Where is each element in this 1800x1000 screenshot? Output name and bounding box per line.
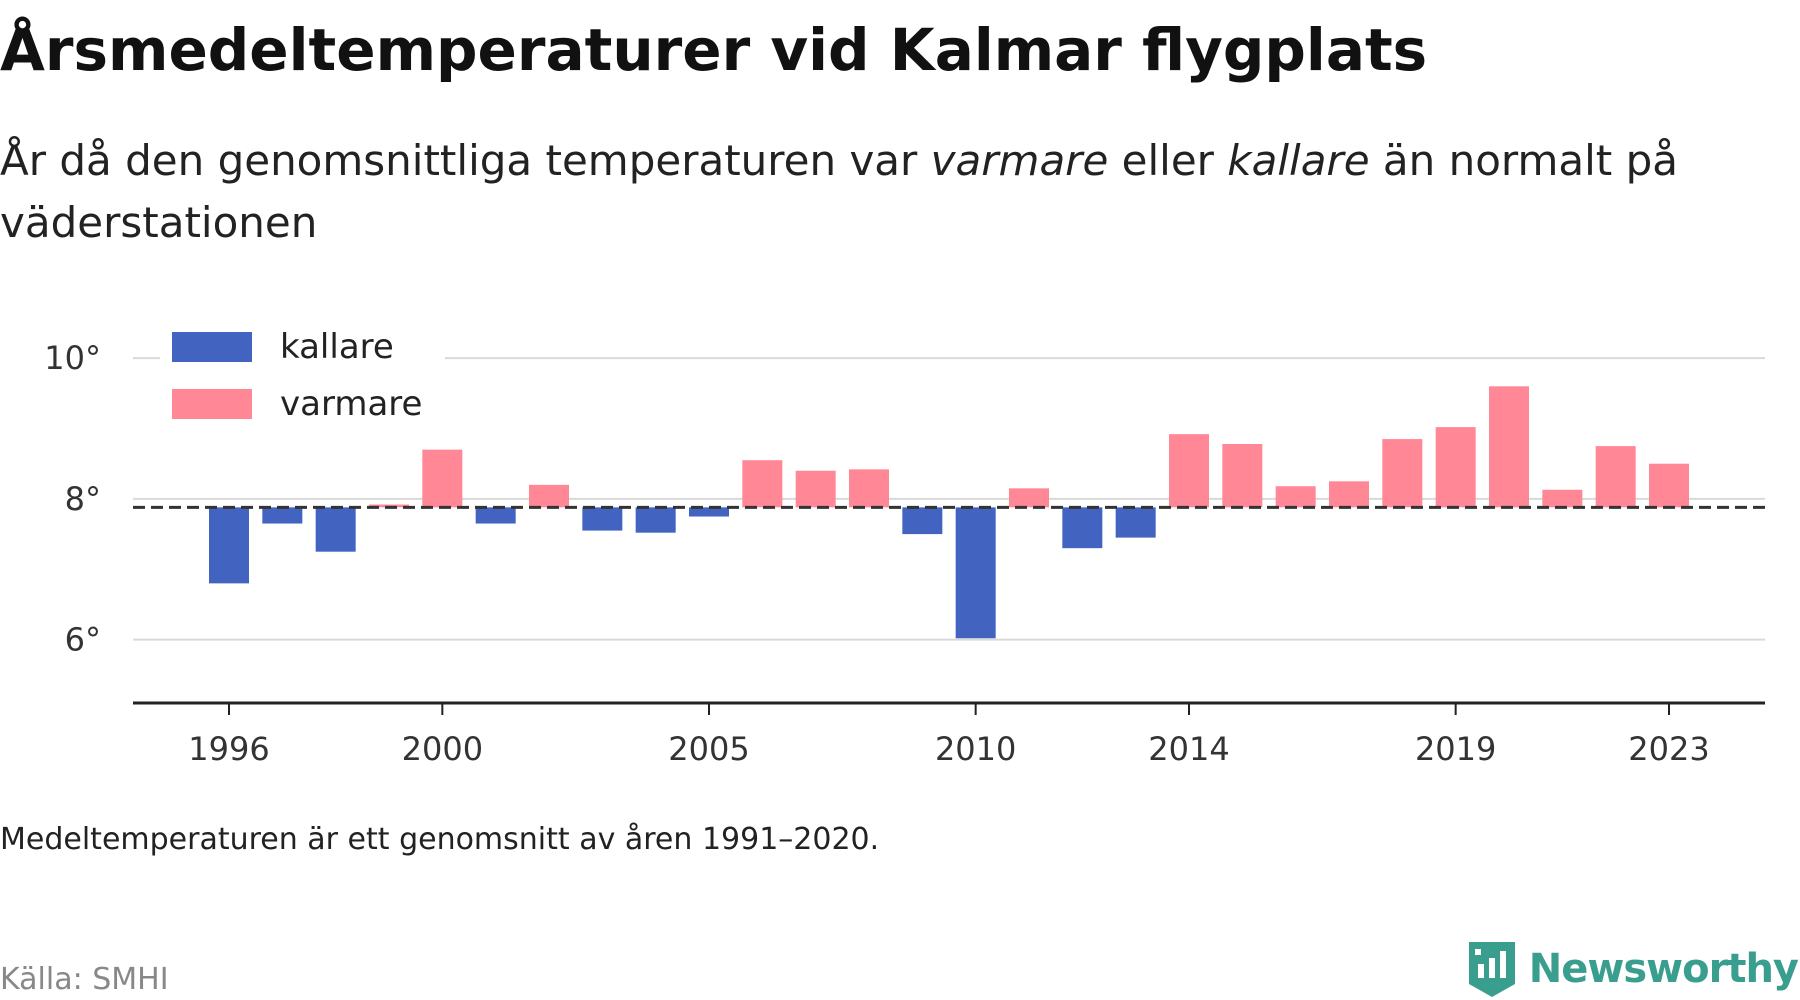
bar-2013: [1115, 507, 1156, 538]
bar-2007: [795, 470, 836, 508]
bar-2021: [1542, 489, 1583, 508]
legend-swatch-varmare: [172, 389, 252, 419]
bar-2009: [902, 507, 943, 535]
x-tick-label: 2014: [1148, 730, 1229, 768]
subtitle-text-1: År då den genomsnittliga temperaturen va…: [0, 136, 931, 185]
bar-2012: [1062, 507, 1103, 549]
y-tick-label: 10°: [44, 339, 101, 377]
newsworthy-logo-icon: [1468, 942, 1515, 997]
legend-swatch-kallare: [172, 332, 252, 362]
bar-2014: [1169, 434, 1209, 508]
x-tick-label: 2005: [668, 730, 749, 768]
bar-2015: [1222, 444, 1263, 508]
newsworthy-logo: Newsworthy: [1467, 940, 1799, 998]
source-credit: Källa: SMHI: [0, 962, 169, 997]
bar-2002: [529, 484, 569, 508]
bar-1997: [262, 507, 303, 524]
bar-2018: [1382, 439, 1423, 508]
x-tick-label: 2000: [402, 730, 483, 768]
bar-2019: [1435, 427, 1476, 508]
bar-1998: [315, 507, 356, 552]
footnote: Medeltemperaturen är ett genomsnitt av å…: [0, 822, 880, 857]
bar-2017: [1329, 481, 1369, 508]
bar-2008: [849, 469, 889, 508]
chart-subtitle: År då den genomsnittliga temperaturen va…: [0, 130, 1790, 254]
subtitle-emphasis-colder: kallare: [1227, 136, 1370, 185]
x-tick-label: 2023: [1628, 730, 1709, 768]
bar-2011: [1009, 488, 1049, 508]
bar-2016: [1275, 486, 1316, 508]
x-tick-label: 2010: [935, 730, 1016, 768]
x-tick-label: 1996: [188, 730, 269, 768]
bar-2004: [635, 507, 676, 533]
y-tick-label: 6°: [65, 621, 101, 659]
subtitle-emphasis-warmer: varmare: [930, 136, 1109, 185]
subtitle-text-2: eller: [1108, 136, 1228, 185]
bar-1996: [209, 507, 249, 584]
subtitle-text-3: än normalt på väderstationen: [0, 136, 1678, 247]
newsworthy-brand-name: Newsworthy: [1528, 946, 1799, 992]
bar-2010: [955, 507, 996, 639]
bar-2005: [689, 507, 729, 517]
temperature-bar-chart: 6° 8° 10° 1996 2000 2005 2010 2014 2019 2023 kalla…: [44, 300, 1765, 768]
bar-2020: [1489, 386, 1529, 508]
bar-2001: [475, 507, 516, 524]
bar-2022: [1595, 446, 1636, 508]
chart-title: Årsmedeltemperaturer vid Kalmar flygplat…: [0, 16, 1428, 84]
bar-2003: [582, 507, 623, 531]
bar-2000: [422, 449, 463, 508]
legend-label-kallare: kallare: [280, 327, 394, 367]
legend-label-varmare: varmare: [280, 384, 422, 424]
y-tick-label: 8°: [65, 480, 101, 518]
bar-2006: [742, 460, 783, 508]
x-tick-label: 2019: [1415, 730, 1496, 768]
bar-2023: [1649, 463, 1689, 508]
